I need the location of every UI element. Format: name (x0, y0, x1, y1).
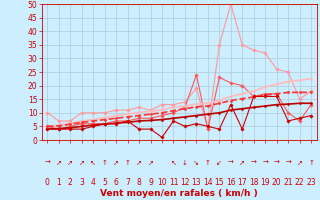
Text: 13: 13 (192, 178, 201, 187)
Text: →: → (228, 160, 234, 166)
Text: 16: 16 (226, 178, 236, 187)
Text: ↗: ↗ (56, 160, 62, 166)
Text: 22: 22 (295, 178, 304, 187)
Text: →: → (262, 160, 268, 166)
Text: 10: 10 (157, 178, 167, 187)
Text: ↖: ↖ (171, 160, 176, 166)
Text: ↗: ↗ (67, 160, 73, 166)
Text: 8: 8 (137, 178, 141, 187)
Text: →: → (285, 160, 291, 166)
Text: 5: 5 (102, 178, 107, 187)
Text: 12: 12 (180, 178, 190, 187)
Text: 11: 11 (169, 178, 178, 187)
Text: 3: 3 (79, 178, 84, 187)
Text: Vent moyen/en rafales ( km/h ): Vent moyen/en rafales ( km/h ) (100, 189, 258, 198)
Text: 14: 14 (203, 178, 213, 187)
Text: 17: 17 (237, 178, 247, 187)
Text: 7: 7 (125, 178, 130, 187)
Text: ↘: ↘ (194, 160, 199, 166)
Text: 21: 21 (284, 178, 293, 187)
Text: 20: 20 (272, 178, 282, 187)
Text: →: → (44, 160, 50, 166)
Text: ↗: ↗ (297, 160, 302, 166)
Text: 6: 6 (114, 178, 119, 187)
Text: →: → (274, 160, 280, 166)
Text: ↑: ↑ (308, 160, 314, 166)
Text: 2: 2 (68, 178, 73, 187)
Text: ↑: ↑ (125, 160, 131, 166)
Text: ↗: ↗ (136, 160, 142, 166)
Text: 15: 15 (214, 178, 224, 187)
Text: 4: 4 (91, 178, 96, 187)
Text: →: → (251, 160, 257, 166)
Text: 19: 19 (260, 178, 270, 187)
Text: ↗: ↗ (148, 160, 154, 166)
Text: 0: 0 (45, 178, 50, 187)
Text: ↑: ↑ (102, 160, 108, 166)
Text: ↗: ↗ (79, 160, 85, 166)
Text: 9: 9 (148, 178, 153, 187)
Text: 18: 18 (249, 178, 259, 187)
Text: 23: 23 (306, 178, 316, 187)
Text: ↗: ↗ (239, 160, 245, 166)
Text: ↙: ↙ (216, 160, 222, 166)
Text: 1: 1 (56, 178, 61, 187)
Text: ↓: ↓ (182, 160, 188, 166)
Text: ↖: ↖ (90, 160, 96, 166)
Text: ↑: ↑ (205, 160, 211, 166)
Text: ↗: ↗ (113, 160, 119, 166)
